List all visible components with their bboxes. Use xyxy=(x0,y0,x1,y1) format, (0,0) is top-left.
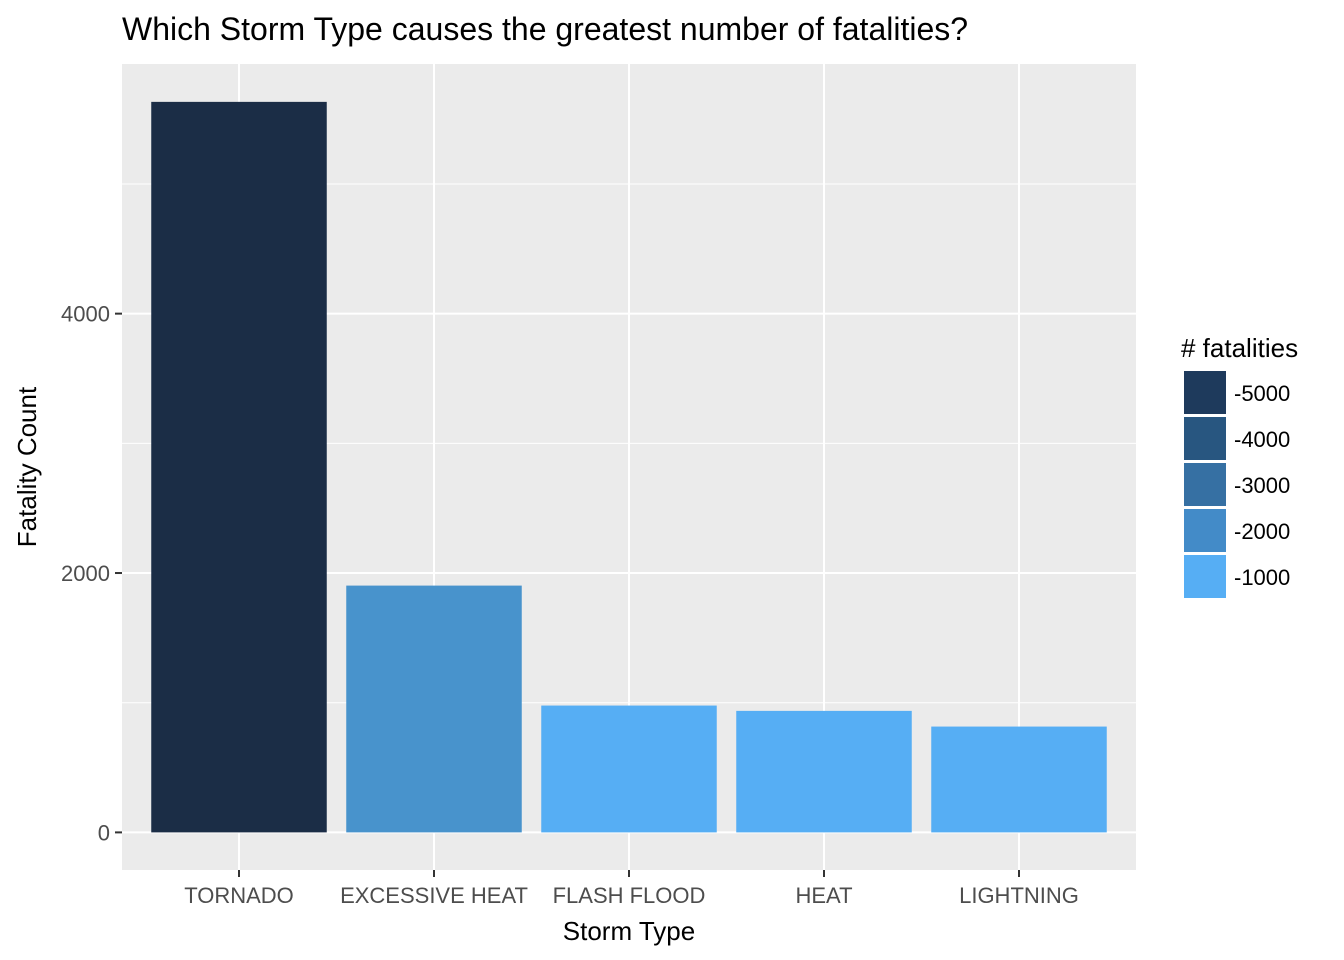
y-axis: 0 2000 4000 xyxy=(61,302,122,845)
legend-label: -1000 xyxy=(1234,565,1290,590)
y-tick-label: 0 xyxy=(98,820,110,845)
bar-excessive-heat xyxy=(346,585,522,833)
x-tick-label: TORNADO xyxy=(184,883,294,908)
bar-lightning xyxy=(931,726,1107,833)
x-tick-label: FLASH FLOOD xyxy=(553,883,706,908)
y-tick-label: 2000 xyxy=(61,561,110,586)
x-axis: TORNADO EXCESSIVE HEAT FLASH FLOOD HEAT LIGH… xyxy=(184,870,1079,908)
y-axis-title: Fatality Count xyxy=(12,386,42,547)
legend-swatch xyxy=(1184,555,1226,598)
legend-label: -4000 xyxy=(1234,427,1290,452)
bar-tornado xyxy=(151,101,327,833)
bar-heat xyxy=(736,710,912,833)
x-axis-title: Storm Type xyxy=(563,916,695,946)
bars xyxy=(151,101,1107,833)
legend-entries: -5000 -4000 -3000 -2000 -1000 xyxy=(1184,371,1290,598)
x-tick-label: LIGHTNING xyxy=(959,883,1079,908)
chart-title: Which Storm Type causes the greatest num… xyxy=(122,11,968,47)
legend: # fatalities -5000 -4000 -3000 -2000 -1000 xyxy=(1181,333,1298,598)
y-tick-label: 4000 xyxy=(61,302,110,327)
legend-title: # fatalities xyxy=(1181,333,1298,363)
legend-swatch xyxy=(1184,371,1226,414)
plot-panel xyxy=(122,64,1136,870)
legend-label: -2000 xyxy=(1234,519,1290,544)
bar-flash-flood xyxy=(541,705,717,833)
x-tick-label: HEAT xyxy=(795,883,852,908)
legend-swatch xyxy=(1184,417,1226,460)
legend-swatch xyxy=(1184,509,1226,552)
legend-label: -3000 xyxy=(1234,473,1290,498)
x-tick-label: EXCESSIVE HEAT xyxy=(340,883,528,908)
legend-label: -5000 xyxy=(1234,381,1290,406)
legend-swatch xyxy=(1184,463,1226,506)
